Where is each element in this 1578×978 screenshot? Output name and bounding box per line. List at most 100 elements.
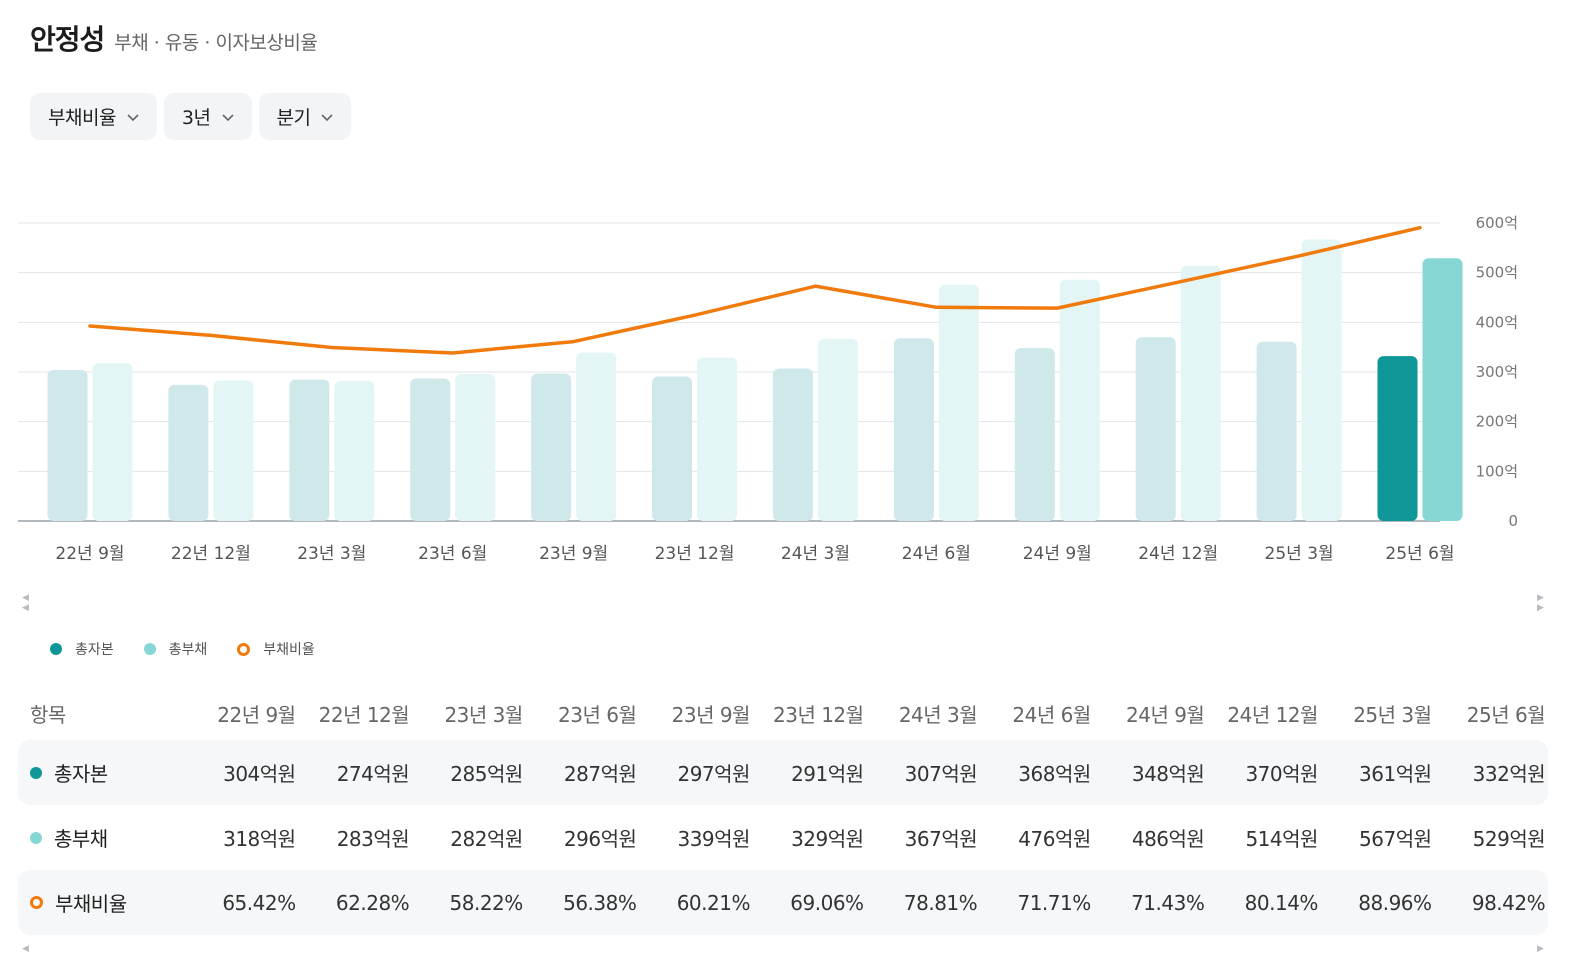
x-tick-label: 25년 6월 bbox=[1385, 544, 1454, 564]
x-tick-label: 22년 9월 bbox=[55, 544, 124, 564]
equity-bar bbox=[289, 379, 330, 521]
table-cell: 60.21% bbox=[676, 890, 751, 915]
table-header-cell: 22년 9월 bbox=[217, 702, 296, 727]
legend-label: 부채비율 bbox=[263, 642, 315, 658]
table-row-label: 총부채 bbox=[18, 823, 182, 852]
liability-bar bbox=[1422, 258, 1463, 521]
table-cell: 339억원 bbox=[677, 827, 750, 851]
chart-scroll-left-icon[interactable]: ◀ ◀ bbox=[22, 593, 29, 613]
table-header-cell: 25년 3월 bbox=[1353, 702, 1432, 727]
x-tick-label: 24년 6월 bbox=[902, 544, 971, 564]
metric-filter-dropdown[interactable]: 부채비율 bbox=[30, 93, 157, 140]
y-tick-label: 100억 bbox=[1476, 462, 1518, 480]
table-cell: 368억원 bbox=[1018, 762, 1091, 786]
metric-filter-label: 부채비율 bbox=[48, 107, 116, 129]
table-cell: 514억원 bbox=[1245, 827, 1318, 851]
table-cell: 283억원 bbox=[336, 827, 410, 851]
x-tick-label: 24년 9월 bbox=[1023, 544, 1092, 564]
row-label-text: 총부채 bbox=[54, 827, 108, 851]
table-cell: 65.42% bbox=[222, 890, 296, 915]
dot-marker-icon bbox=[30, 831, 42, 844]
table-header-cell: 24년 6월 bbox=[1012, 702, 1091, 727]
page-title: 안정성 bbox=[30, 23, 105, 56]
equity-bar bbox=[1014, 348, 1055, 521]
table-cell: 296억원 bbox=[563, 827, 637, 851]
table-header-cell: 23년 9월 bbox=[671, 702, 751, 727]
table-header-cell: 22년 12월 bbox=[318, 702, 410, 727]
liability-bar bbox=[92, 363, 133, 521]
dot-marker-icon bbox=[50, 643, 62, 655]
equity-bar bbox=[47, 370, 88, 521]
table-cell: 307억원 bbox=[904, 762, 978, 786]
equity-bar bbox=[410, 378, 451, 521]
table-cell: 274억원 bbox=[336, 762, 410, 786]
chart-legend: 총자본 총부채 부채비율 bbox=[50, 639, 315, 659]
table-row: 부채비율 65.42% 62.28% 58.22% 56.38% 60.21% 69.06%… bbox=[18, 870, 1548, 935]
period-filter-dropdown[interactable]: 3년 bbox=[163, 93, 252, 140]
table-scroll-left-icon[interactable]: ◀ bbox=[22, 944, 29, 954]
equity-bar bbox=[1256, 341, 1297, 521]
table-row: 총자본 304억원 274억원 285억원 287억원 297억원 291억원 307억원 36… bbox=[18, 740, 1548, 805]
legend-label: 총부채 bbox=[168, 642, 208, 658]
legend-item[interactable]: 부채비율 bbox=[237, 639, 315, 659]
table-cell: 370억원 bbox=[1245, 762, 1318, 786]
table-cell: 56.38% bbox=[563, 890, 637, 915]
equity-bar bbox=[772, 368, 813, 521]
table-cell: 80.14% bbox=[1244, 890, 1319, 915]
table-header-cell: 23년 6월 bbox=[558, 702, 637, 727]
equity-bar bbox=[168, 384, 209, 521]
table-cell: 367억원 bbox=[904, 827, 978, 851]
equity-bar bbox=[1377, 356, 1418, 521]
x-tick-label: 24년 12월 bbox=[1138, 544, 1218, 564]
table-cell: 58.22% bbox=[449, 890, 524, 915]
liability-bar bbox=[1301, 239, 1342, 521]
y-tick-label: 600억 bbox=[1476, 214, 1518, 232]
chart-scroll-right-icon[interactable]: ▶ ▶ bbox=[1537, 593, 1544, 613]
table-cell: 529억원 bbox=[1472, 827, 1546, 851]
debt-ratio-line bbox=[88, 225, 1422, 355]
chevron-down-icon bbox=[221, 113, 234, 121]
table-cell: 361억원 bbox=[1359, 762, 1432, 786]
legend-item[interactable]: 총부채 bbox=[143, 639, 208, 659]
table-cell: 88.96% bbox=[1358, 890, 1432, 915]
x-tick-label: 24년 3월 bbox=[781, 544, 850, 564]
section-header: 안정성 부채 · 유동 · 이자보상비율 bbox=[30, 18, 318, 58]
x-tick-label: 23년 6월 bbox=[418, 544, 487, 564]
ring-marker-icon bbox=[237, 642, 251, 656]
row-label-text: 총자본 bbox=[54, 762, 108, 786]
liability-bar bbox=[938, 284, 979, 521]
table-header-label: 항목 bbox=[30, 702, 66, 727]
legend-item[interactable]: 총자본 bbox=[50, 639, 114, 659]
liability-bar bbox=[213, 380, 254, 521]
table-cell: 287억원 bbox=[563, 762, 637, 786]
table-cell: 71.71% bbox=[1017, 890, 1091, 915]
x-tick-label: 23년 3월 bbox=[297, 544, 366, 564]
x-tick-label: 23년 12월 bbox=[655, 544, 735, 564]
table-header-cell: 23년 3월 bbox=[444, 702, 523, 727]
table-cell: 304억원 bbox=[223, 762, 296, 786]
table-header-cell: 24년 9월 bbox=[1126, 702, 1205, 727]
table-cell: 78.81% bbox=[903, 890, 978, 915]
liability-bar bbox=[817, 338, 858, 521]
table-row-label: 총자본 bbox=[18, 758, 182, 787]
ring-marker-icon bbox=[30, 896, 43, 909]
table-header-cell: 23년 12월 bbox=[773, 702, 864, 727]
table-header-cell: 24년 3월 bbox=[898, 702, 978, 727]
table-cell: 71.43% bbox=[1131, 890, 1205, 915]
table-cell: 285억원 bbox=[450, 762, 523, 786]
row-label-text: 부채비율 bbox=[55, 892, 127, 916]
liability-bar bbox=[697, 357, 738, 521]
table-header-row: 항목 22년 9월 22년 12월 23년 3월 23년 6월 23년 9월 23년 12월… bbox=[18, 686, 1548, 740]
stability-chart: 600억 500억 400억 300억 200억 100억 0 22년 9월 22년 12월 23… bbox=[18, 214, 1518, 564]
liability-bar bbox=[334, 380, 375, 521]
table-cell: 98.42% bbox=[1471, 890, 1546, 915]
table-cell: 282억원 bbox=[450, 827, 523, 851]
table-cell: 297억원 bbox=[677, 762, 750, 786]
table-header-cell: 24년 12월 bbox=[1227, 702, 1318, 727]
table-cell: 486억원 bbox=[1131, 827, 1205, 851]
table-row: 총부채 318억원 283억원 282억원 296억원 339억원 329억원 367억원 47… bbox=[18, 805, 1548, 870]
x-tick-label: 25년 3월 bbox=[1265, 544, 1334, 564]
interval-filter-dropdown[interactable]: 분기 bbox=[258, 93, 352, 140]
table-scroll-right-icon[interactable]: ▶ bbox=[1537, 944, 1544, 954]
table-cell: 329억원 bbox=[791, 827, 864, 851]
